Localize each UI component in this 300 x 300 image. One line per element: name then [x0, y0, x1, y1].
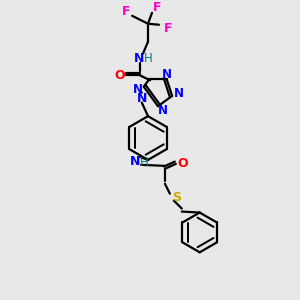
Text: F: F — [122, 5, 130, 18]
Text: N: N — [174, 87, 184, 101]
Text: N: N — [134, 52, 144, 65]
Text: F: F — [153, 1, 161, 14]
Text: N: N — [133, 83, 143, 96]
Text: O: O — [114, 69, 124, 82]
Text: H: H — [140, 156, 148, 170]
Text: N: N — [158, 104, 168, 117]
Text: H: H — [144, 52, 152, 65]
Text: N: N — [136, 92, 147, 105]
Text: N: N — [130, 155, 140, 168]
Text: F: F — [164, 22, 172, 35]
Text: N: N — [162, 68, 172, 81]
Text: S: S — [172, 191, 181, 204]
Text: O: O — [178, 158, 188, 170]
